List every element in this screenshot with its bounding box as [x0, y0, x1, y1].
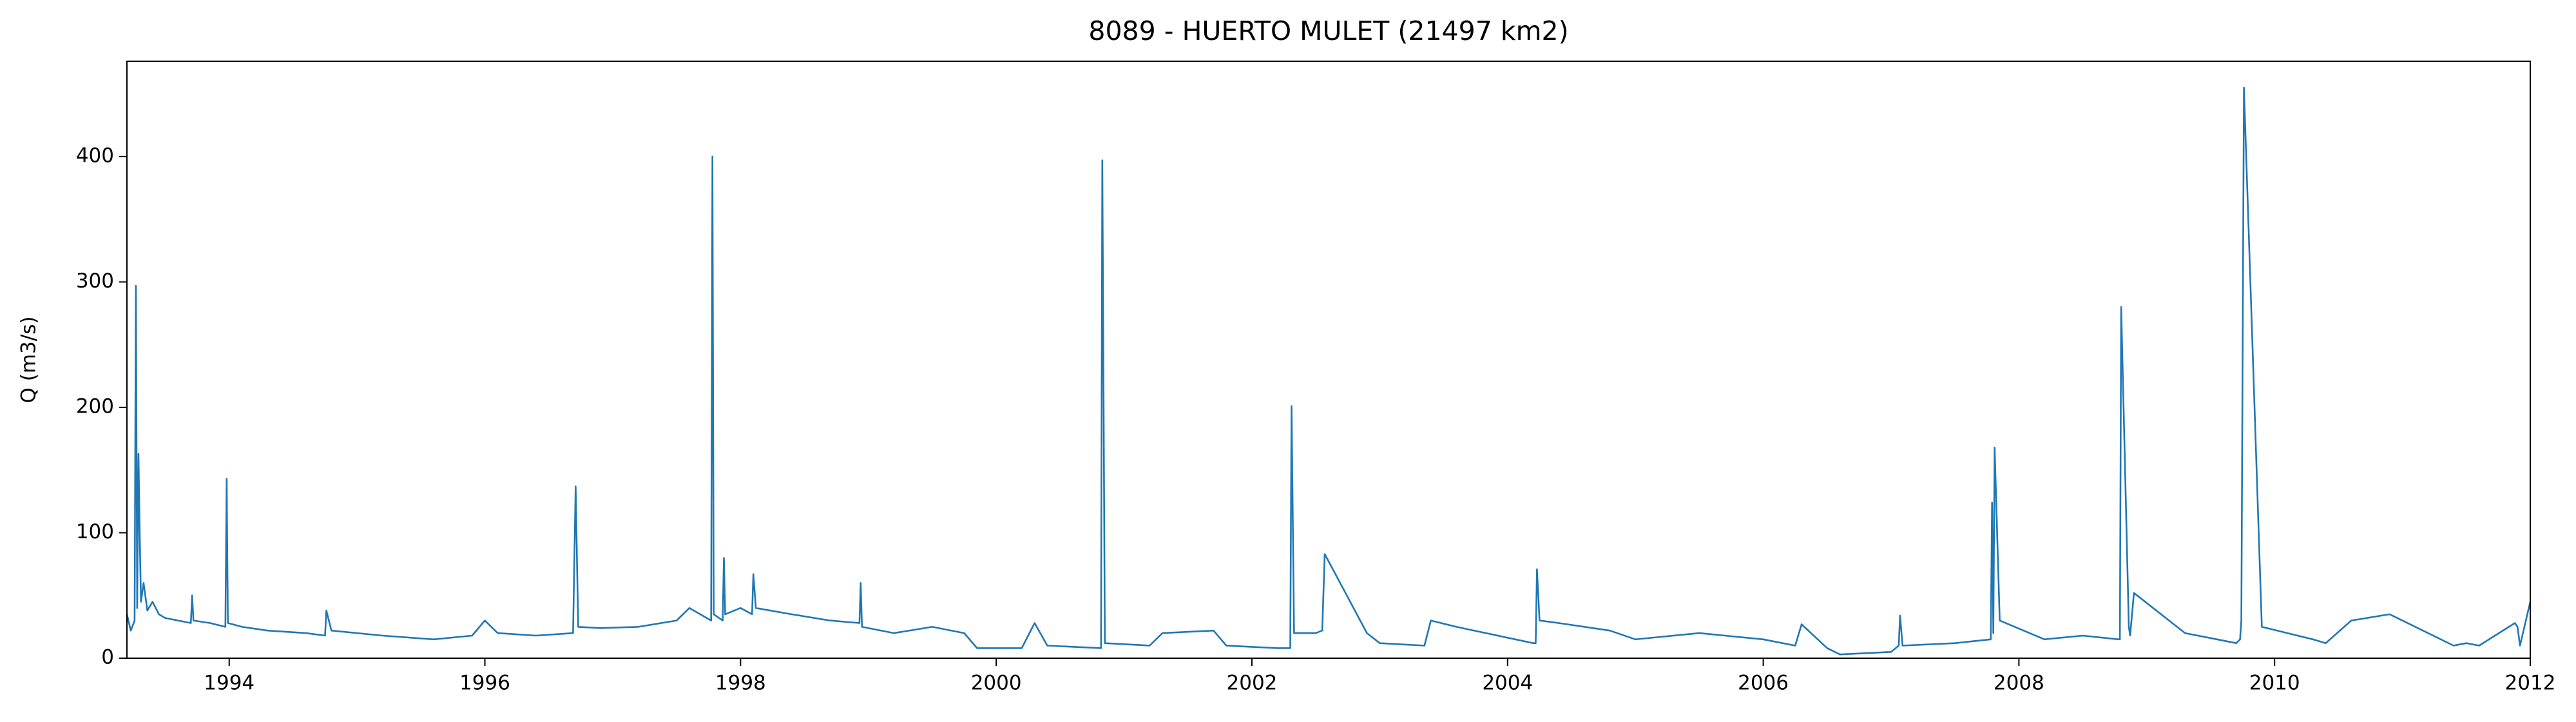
x-tick-label: 2012 [2505, 672, 2556, 695]
x-tick-label: 1994 [204, 672, 255, 695]
x-tick-label: 2006 [1738, 672, 1789, 695]
x-tick-label: 1996 [459, 672, 510, 695]
x-tick-label: 2008 [1994, 672, 2044, 695]
x-tick-label: 2002 [1227, 672, 1278, 695]
y-tick-label: 100 [76, 520, 114, 543]
y-tick-label: 200 [76, 395, 114, 418]
chart-title: 8089 - HUERTO MULET (21497 km2) [1088, 15, 1568, 46]
x-tick-label: 2004 [1482, 672, 1533, 695]
y-tick-label: 300 [76, 269, 114, 293]
data-line [126, 86, 2532, 656]
x-tick-label: 1998 [715, 672, 766, 695]
x-tick-label: 2010 [2249, 672, 2300, 695]
y-tick-label: 400 [76, 144, 114, 167]
y-axis-label: Q (m3/s) [17, 317, 41, 404]
plot-frame [126, 61, 2531, 659]
x-tick-label: 2000 [971, 672, 1022, 695]
y-tick-label: 0 [101, 646, 114, 669]
